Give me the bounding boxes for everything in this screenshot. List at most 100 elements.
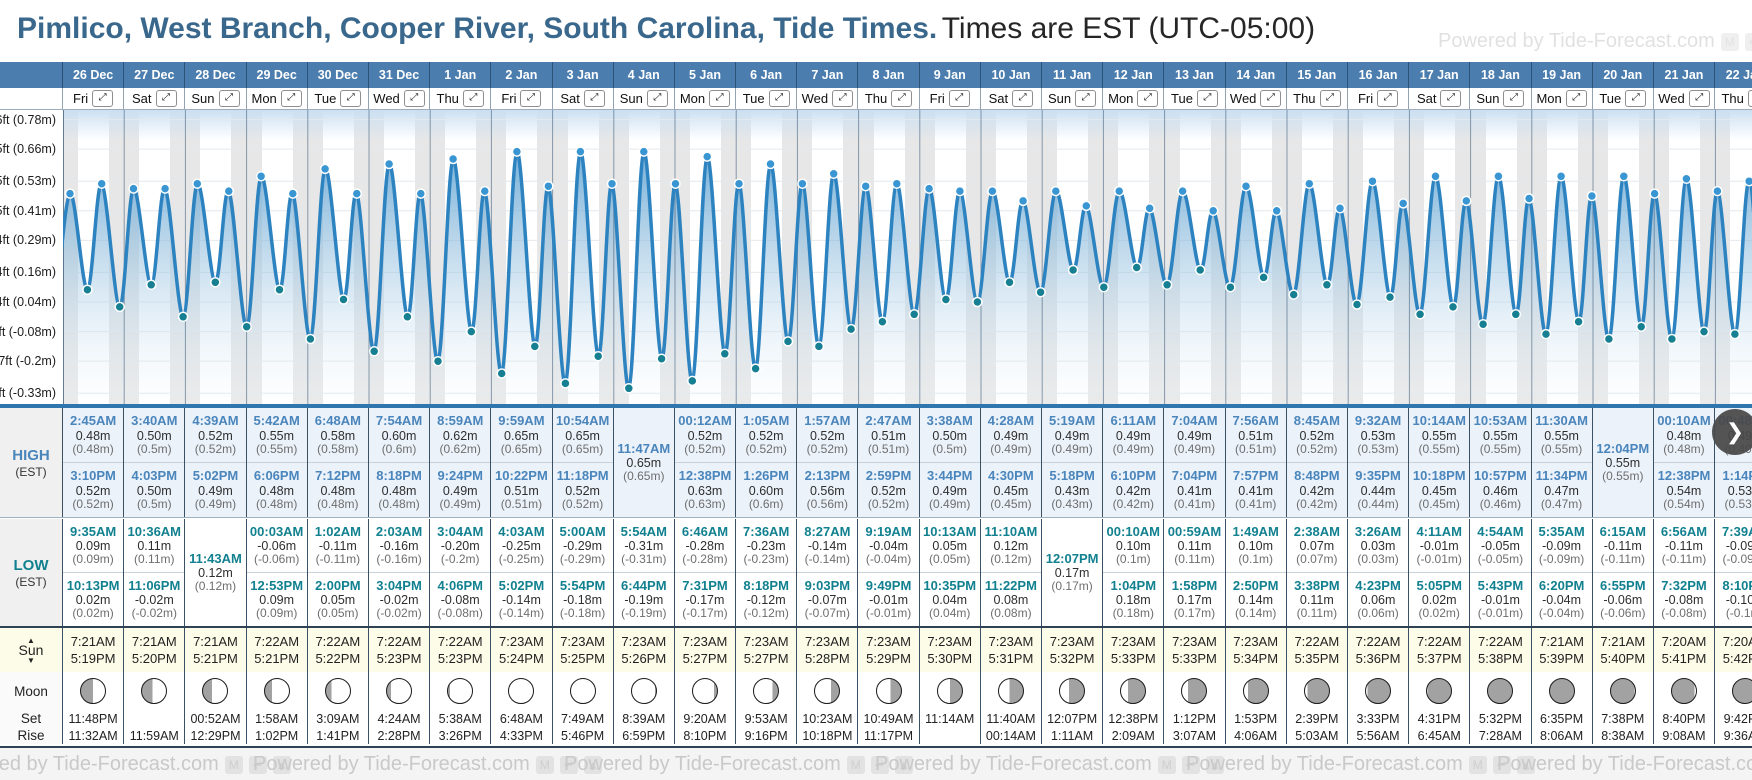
sunrise-time: 7:23AM <box>1110 634 1156 649</box>
expand-day-button[interactable]: ⤢ <box>280 90 302 107</box>
tide-time: 5:18PM <box>1049 468 1095 483</box>
tide-height-paren: (0.07m) <box>1296 552 1338 567</box>
low-tide-cell: 1:02AM -0.11m (-0.11m) 2:00PM 0.05m (0.05m) <box>307 519 369 626</box>
expand-day-button[interactable]: ⤢ <box>1565 90 1587 107</box>
moon-cell: 11:14AM <box>920 672 981 744</box>
tide-time: 2:45AM <box>69 413 117 428</box>
expand-day-button[interactable]: ⤢ <box>709 90 731 107</box>
expand-day-button[interactable]: ⤢ <box>583 90 605 107</box>
tide-time: 10:13AM <box>922 523 977 539</box>
low-tide-cell: 11:10AM 0.12m (0.12m) 11:22PM 0.08m (0.08m) <box>980 519 1042 626</box>
sunset-time: 5:25PM <box>560 651 605 666</box>
low-tide-cell: 2:03AM -0.16m (-0.16m) 3:04PM -0.02m (-0.02m) <box>368 519 431 626</box>
sun-row-label: ▲ Sun ▼ <box>0 628 63 672</box>
tide-time: 6:44PM <box>621 577 667 593</box>
low-tide-point <box>1540 328 1552 340</box>
tide-time: 8:18PM <box>376 468 422 483</box>
tide-height-m: -0.29m <box>563 539 603 554</box>
weekday-label: Fri <box>73 91 89 106</box>
moon-cell: 7:38PM 8:38AM <box>1593 672 1654 744</box>
sunset-time: 5:33PM <box>1172 651 1217 666</box>
moonrise-time: 1:11AM <box>1051 728 1094 743</box>
high-tide-cell: 00:12AM 0.52m (0.52m) 12:38PM 0.63m (0.63m) <box>674 408 737 517</box>
tide-height-m: -0.02m <box>134 593 174 608</box>
high-tide-cell: 8:45AM 0.52m (0.52m) 8:48PM 0.42m (0.42m) <box>1286 408 1348 517</box>
next-days-button[interactable]: ❯ <box>1712 409 1752 455</box>
expand-day-button[interactable]: ⤢ <box>92 90 114 107</box>
tide-time: 11:43AM <box>189 550 242 566</box>
weekday-label: Sun <box>1476 91 1500 106</box>
low-tide-point <box>623 383 635 394</box>
high-tide-cell: 1:57AM 0.52m (0.52m) 2:13PM 0.56m (0.56m) <box>797 408 859 517</box>
expand-day-button[interactable]: ⤢ <box>1503 90 1525 107</box>
expand-day-button[interactable]: ⤢ <box>1688 90 1710 107</box>
tide-height-paren: (0.1m) <box>1115 552 1151 567</box>
expand-day-button[interactable]: ⤢ <box>403 90 425 107</box>
expand-day-button[interactable]: ⤢ <box>1260 90 1282 107</box>
expand-day-button[interactable]: ⤢ <box>340 90 362 107</box>
expand-day-button[interactable]: ⤢ <box>1319 90 1341 107</box>
tide-height-paren: (-0.19m) <box>621 606 667 621</box>
expand-day-button[interactable]: ⤢ <box>1747 90 1752 107</box>
expand-day-button[interactable]: ⤢ <box>1440 90 1462 107</box>
expand-day-button[interactable]: ⤢ <box>768 90 790 107</box>
expand-day-button[interactable]: ⤢ <box>1075 90 1097 107</box>
tide-height-paren: (0.09m) <box>72 552 114 567</box>
high-tide-point <box>1113 185 1125 197</box>
expand-day-button[interactable]: ⤢ <box>1196 90 1218 107</box>
tide-entry: 7:12PM 0.48m (0.48m) <box>307 462 368 517</box>
sun-times-cell: 7:23AM 5:29PM <box>858 628 920 672</box>
expand-day-button[interactable]: ⤢ <box>1137 90 1159 107</box>
y-axis-label: 0.54ft (0.16m) <box>0 265 56 280</box>
weekday-label: Fri <box>929 91 945 106</box>
high-tide-point <box>1144 203 1155 214</box>
tide-height-paren: (-0.04m) <box>1538 606 1585 621</box>
low-tide-point <box>845 323 857 335</box>
expand-day-button[interactable]: ⤢ <box>1625 90 1647 107</box>
tide-height-paren: (0.42m) <box>1296 496 1338 511</box>
sunset-time: 5:30PM <box>927 651 973 666</box>
high-tide-cell: 7:04AM 0.49m (0.49m) 7:04PM 0.41m (0.41m) <box>1164 408 1226 517</box>
expand-day-button[interactable]: ⤢ <box>218 90 240 107</box>
moon-phase-area <box>1609 672 1636 710</box>
high-tide-point <box>1430 171 1441 182</box>
expand-day-button[interactable]: ⤢ <box>155 90 177 107</box>
tide-entry: 2:50PM 0.14m (0.14m) <box>1225 572 1286 626</box>
tide-height-paren: (-0.14m) <box>804 552 851 567</box>
tide-entry: 11:43AM 0.12m (0.12m) <box>185 519 245 626</box>
weekday-label: Wed <box>801 91 829 106</box>
tide-height-paren: (0.48m) <box>255 496 298 511</box>
expand-day-button[interactable]: ⤢ <box>1012 90 1034 107</box>
tide-entry: 5:05PM 0.02m (0.02m) <box>1409 572 1470 626</box>
expand-day-button[interactable]: ⤢ <box>1377 90 1399 107</box>
tide-entry: 6:06PM 0.48m (0.48m) <box>246 462 307 517</box>
expand-day-button[interactable]: ⤢ <box>948 90 970 107</box>
expand-day-button[interactable]: ⤢ <box>891 90 913 107</box>
tide-height-paren: (0.05m) <box>929 552 971 567</box>
moonrise-time: 11:32AM <box>68 728 118 743</box>
sunrise-time: 7:23AM <box>988 634 1034 649</box>
tide-entry: 8:27AM -0.14m (-0.14m) <box>797 519 857 572</box>
tide-time: 1:26PM <box>743 468 789 483</box>
expand-day-button[interactable]: ⤢ <box>832 90 854 107</box>
watermark-icon: ↵ <box>248 755 267 774</box>
tide-height-paren: (-0.11m) <box>1600 552 1645 567</box>
high-tide-cell: 9:59AM 0.65m (0.65m) 10:22PM 0.51m (0.51m) <box>491 408 553 517</box>
expand-day-button[interactable]: ⤢ <box>646 90 668 107</box>
moon-cell: 11:48PM 11:32AM <box>63 672 125 744</box>
tide-entry: 11:34PM 0.47m (0.47m) <box>1531 462 1592 517</box>
moon-phase-area <box>202 672 229 710</box>
expand-day-button[interactable]: ⤢ <box>520 90 542 107</box>
high-tide-point <box>1493 171 1504 182</box>
moon-phase-icon <box>1242 678 1269 704</box>
low-tide-point <box>1573 316 1584 327</box>
high-tide-point <box>797 178 808 189</box>
moonset-time: 7:49AM <box>561 711 605 726</box>
tide-height-paren: (0.55m) <box>1602 469 1644 484</box>
weekday-label: Mon <box>1536 91 1562 106</box>
low-tide-row: LOW (EST) 9:35AM 0.09m (0.09m) 10:13PM 0.02m… <box>0 519 1752 626</box>
moonset-time: 00:52AM <box>190 711 241 726</box>
expand-day-button[interactable]: ⤢ <box>462 90 484 107</box>
tide-entry: 00:59AM 0.11m (0.11m) <box>1164 519 1224 572</box>
